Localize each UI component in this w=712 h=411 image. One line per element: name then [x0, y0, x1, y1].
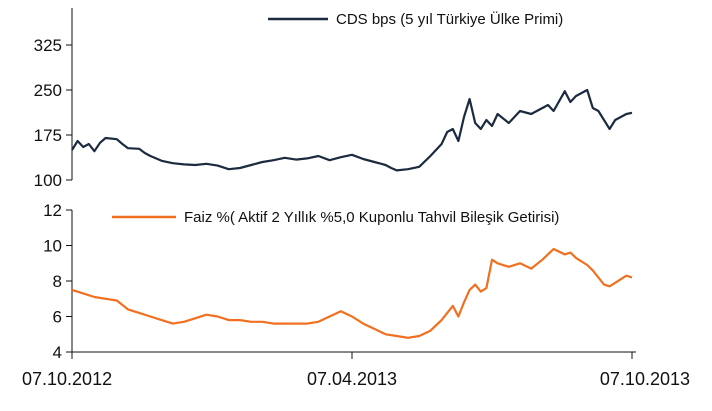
yield-y-tick-label: 4 [53, 343, 62, 362]
yield-y-tick-label: 8 [53, 272, 62, 291]
cds-panel: 100 175 250 325 CDS bps (5 yıl Türkiye Ülke… [34, 8, 633, 190]
cds-y-tick-label: 100 [34, 171, 62, 190]
yield-legend: Faiz %( Aktif 2 Yıllık %5,0 Kuponlu Tahv… [112, 209, 559, 226]
x-tick-label: 07.10.2012 [22, 369, 112, 389]
cds-series-line-0 [71, 88, 633, 172]
yield-y-tick-label: 10 [43, 237, 62, 256]
yield-y-tick-label: 12 [43, 201, 62, 220]
x-tick-label: 07.10.2013 [600, 369, 690, 389]
cds-legend-label: CDS bps (5 yıl Türkiye Ülke Primi) [336, 10, 563, 28]
cds-y-tick-label: 325 [34, 36, 62, 55]
cds-y-tick-label: 250 [34, 81, 62, 100]
yield-panel: 4 6 8 10 12 Faiz %( Aktif 2 Yıllık %5,0 Kupo… [22, 201, 690, 389]
yield-series-line-0 [71, 247, 633, 339]
yield-legend-label: Faiz %( Aktif 2 Yıllık %5,0 Kuponlu Tahv… [184, 209, 559, 226]
yield-y-tick-label: 6 [53, 308, 62, 327]
cds-y-tick-label: 175 [34, 126, 62, 145]
x-tick-label: 07.04.2013 [307, 369, 397, 389]
cds-legend: CDS bps (5 yıl Türkiye Ülke Primi) [268, 10, 563, 28]
